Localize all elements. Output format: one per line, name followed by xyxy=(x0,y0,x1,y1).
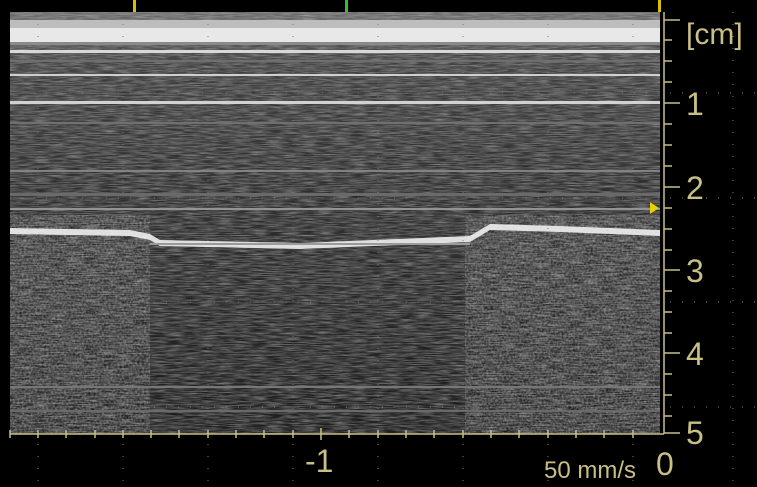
depth-tick-label-5: 5 xyxy=(686,415,704,451)
time-scale: -1 0 xyxy=(9,428,674,482)
depth-tick-label-3: 3 xyxy=(686,253,704,289)
top-marker-green xyxy=(345,0,348,12)
depth-unit-label: [cm] xyxy=(686,18,743,51)
top-marker-yellow-left xyxy=(133,0,136,12)
depth-tick-label-2: 2 xyxy=(686,170,704,206)
depth-scale: [cm] 1 2 3 4 5 xyxy=(663,12,743,451)
depth-tick-label-4: 4 xyxy=(686,336,704,372)
focus-marker-icon xyxy=(650,202,659,214)
time-tick-label-minus-1: -1 xyxy=(305,443,333,479)
time-tick-label-0: 0 xyxy=(656,446,674,482)
top-markers xyxy=(133,0,661,12)
depth-tick-label-1: 1 xyxy=(686,86,704,122)
top-marker-yellow-right xyxy=(658,0,661,12)
sweep-speed-label: 50 mm/s xyxy=(544,457,636,484)
echo-image xyxy=(10,12,660,434)
